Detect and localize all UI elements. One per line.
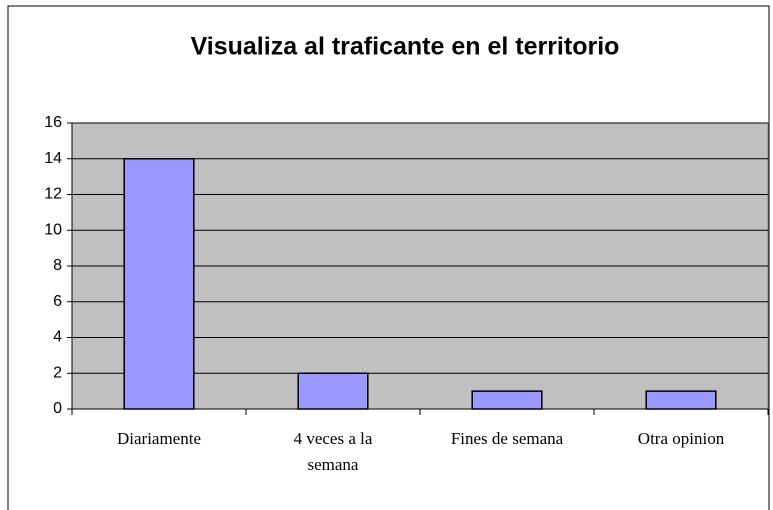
chart-border [7, 5, 770, 510]
x-tick-label: Otra opinion [637, 429, 725, 448]
y-tick-label: 12 [44, 186, 62, 203]
y-tick-label: 0 [53, 400, 62, 417]
y-tick-label: 10 [44, 221, 62, 238]
y-tick-label: 2 [53, 364, 62, 381]
bar [645, 390, 717, 410]
bar [471, 390, 543, 410]
bar [297, 372, 369, 410]
x-tick-label: Diariamente [116, 429, 201, 448]
y-tick-label: 6 [53, 293, 62, 310]
bar [123, 158, 195, 410]
chart-title: Visualiza al traficante en el territorio [191, 33, 620, 61]
x-tick-label: Fines de semana [450, 429, 564, 448]
y-tick-label: 16 [44, 114, 62, 131]
y-tick-label: 4 [53, 329, 62, 346]
x-tick-label: 4 veces a la semana [293, 429, 373, 474]
y-tick-label: 8 [53, 257, 62, 274]
y-tick-label: 14 [44, 150, 62, 167]
